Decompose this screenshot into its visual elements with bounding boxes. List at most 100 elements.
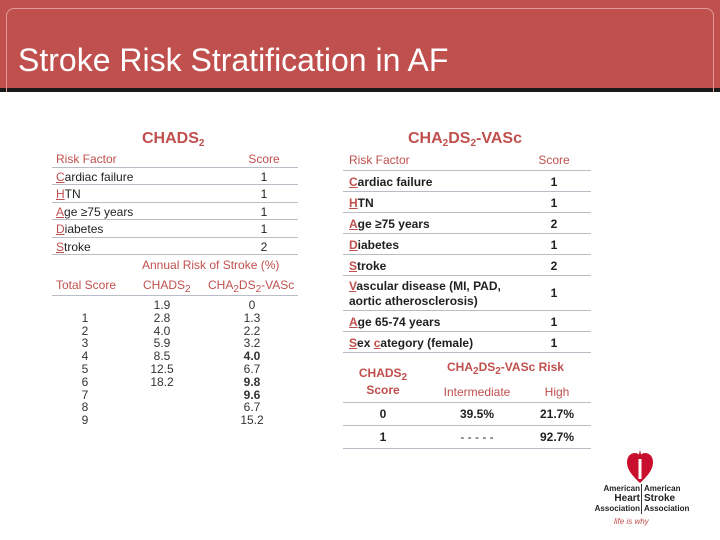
table-row: Cardiac failure 1 xyxy=(343,171,591,192)
risk-score: 2 xyxy=(550,217,558,231)
risk-initial: S xyxy=(349,336,358,350)
vasc-risk-value: 4.0 xyxy=(243,349,261,364)
total-score-column: 1 2 3 4 5 6 7 8 9 xyxy=(70,299,100,427)
risk-factor: ge 65-74 years xyxy=(357,315,441,329)
vasc-header-score: Score xyxy=(538,153,570,167)
total-score: 1 xyxy=(81,310,89,325)
risk-initial: H xyxy=(349,196,358,210)
logo-tagline: life is why xyxy=(614,517,649,526)
vasc-risk-value: 9.6 xyxy=(243,387,261,402)
chads-risk-table: Risk Factor Score Cardiac failure 1 HTN … xyxy=(52,150,298,255)
risk-initial: A xyxy=(349,315,358,329)
table-row: Age ≥75 years 1 xyxy=(52,203,298,220)
risk-initial: S xyxy=(56,239,65,254)
chads-risk-value xyxy=(142,414,182,427)
chads-value-column: 1.9 2.8 4.0 5.9 8.5 12.5 18.2 xyxy=(142,299,182,427)
slide-title: Stroke Risk Stratification in AF xyxy=(18,42,449,78)
total-score: 3 xyxy=(81,336,89,351)
vasc-risk-value: 15.2 xyxy=(240,413,264,428)
risk-factor: ascular disease (MI, PAD, xyxy=(356,279,501,293)
risk-initial: D xyxy=(56,222,65,236)
high-risk: 92.7% xyxy=(539,430,575,444)
risk-score: 1 xyxy=(550,286,558,300)
chads-header-row: Risk Factor Score xyxy=(52,150,298,168)
risk-initial: S xyxy=(349,259,358,273)
table-row: Diabetes 1 xyxy=(343,234,591,255)
risk-factor: ardiac failure xyxy=(64,169,134,184)
total-score: 5 xyxy=(81,361,89,376)
table-row: Stroke 2 xyxy=(343,255,591,276)
chads-risk-value: 18.2 xyxy=(150,374,174,389)
table-row: 0 39.5% 21.7% xyxy=(343,403,591,426)
table-row: Cardiac failure 1 xyxy=(52,168,298,185)
aha-wordmark: American Heart Association xyxy=(594,484,640,513)
risk-factor: TN xyxy=(357,196,374,210)
risk-factor-continued: aortic atherosclerosis) xyxy=(349,294,478,308)
chads-risk-value: 2.8 xyxy=(153,310,171,325)
annual-divider xyxy=(52,295,298,296)
vasc-risk-value: 6.7 xyxy=(243,361,261,376)
intermediate-risk: - - - - - xyxy=(460,430,494,444)
risk-initial: H xyxy=(56,187,65,201)
chads-risk-value: 5.9 xyxy=(153,336,171,351)
table-row: Sex category (female) 1 xyxy=(343,332,591,353)
vasc-value-column: 0 1.3 2.2 3.2 4.0 6.7 9.8 9.6 6.7 15.2 xyxy=(232,299,272,427)
risk-score: 1 xyxy=(260,222,268,236)
logo-divider xyxy=(641,484,642,514)
table-row: HTN 1 xyxy=(343,192,591,213)
chads-risk-value: 4.0 xyxy=(153,323,171,338)
risk-score: 1 xyxy=(550,238,558,252)
risk-category-table: CHADS2 Score CHA2DS2-VASc Risk Intermedia… xyxy=(343,357,591,449)
risk-factor: troke xyxy=(64,239,91,254)
vasc-risk-value: 3.2 xyxy=(243,336,261,351)
vasc-header-factor: Risk Factor xyxy=(349,153,410,167)
total-score: 6 xyxy=(81,374,89,389)
risk-score: 1 xyxy=(550,175,558,189)
risk-factor: ge ≥75 years xyxy=(64,204,134,219)
risk-initial: C xyxy=(56,169,65,184)
chads-header-factor: Risk Factor xyxy=(56,152,117,166)
risk-score: 1 xyxy=(260,204,268,219)
chads-score: 0 xyxy=(379,407,387,421)
intermediate-header: Intermediate xyxy=(443,385,511,399)
total-score: 4 xyxy=(81,349,89,364)
risk-score: 2 xyxy=(260,239,268,254)
total-score: 8 xyxy=(81,400,89,415)
table-row: Age ≥75 years 2 xyxy=(343,213,591,234)
chads-risk-value xyxy=(142,389,182,402)
asa-wordmark: American Stroke Association xyxy=(644,484,690,513)
risk-factor: ardiac failure xyxy=(357,175,433,189)
total-score: 9 xyxy=(81,413,89,428)
vasc-risk-value: 9.8 xyxy=(243,374,261,389)
high-risk: 21.7% xyxy=(539,407,575,421)
heart-torch-icon xyxy=(627,450,653,483)
table-row: Diabetes 1 xyxy=(52,220,298,238)
chads-score: 1 xyxy=(379,430,387,444)
risk-initial: V xyxy=(349,279,357,293)
risk-score: 1 xyxy=(260,187,268,201)
risk-factor: iabetes xyxy=(357,238,400,252)
risk-col-header: CHA2DS2-VASc Risk xyxy=(447,360,564,377)
risk-factor: troke xyxy=(357,259,387,273)
risk-factor: ategory (female) xyxy=(380,336,474,350)
vasc-header-row: Risk Factor Score xyxy=(343,150,591,171)
risk-factor: iabetes xyxy=(64,222,104,236)
total-score: 2 xyxy=(81,323,89,338)
score-col-header: CHADS2 Score xyxy=(358,366,408,397)
vasc-title: CHA2DS2-VASc xyxy=(408,130,522,149)
risk-score: 1 xyxy=(550,315,558,329)
total-score-header: Total Score xyxy=(56,278,117,292)
vasc-risk-value: 1.3 xyxy=(243,310,261,325)
annual-risk-label: Annual Risk of Stroke (%) xyxy=(142,258,280,272)
chads-risk-value xyxy=(142,401,182,414)
chads-risk-value: 8.5 xyxy=(153,349,171,364)
risk-score: 2 xyxy=(550,259,558,273)
risk-initial: A xyxy=(349,217,358,231)
risk-header-row: CHADS2 Score CHA2DS2-VASc Risk Intermedia… xyxy=(343,357,591,403)
chads-header-score: Score xyxy=(248,152,280,166)
risk-initial: D xyxy=(349,238,358,252)
risk-initial: C xyxy=(349,175,358,189)
table-row: Age 65-74 years 1 xyxy=(343,311,591,332)
risk-factor: ge ≥75 years xyxy=(357,217,430,231)
table-row: 1 - - - - - 92.7% xyxy=(343,426,591,449)
